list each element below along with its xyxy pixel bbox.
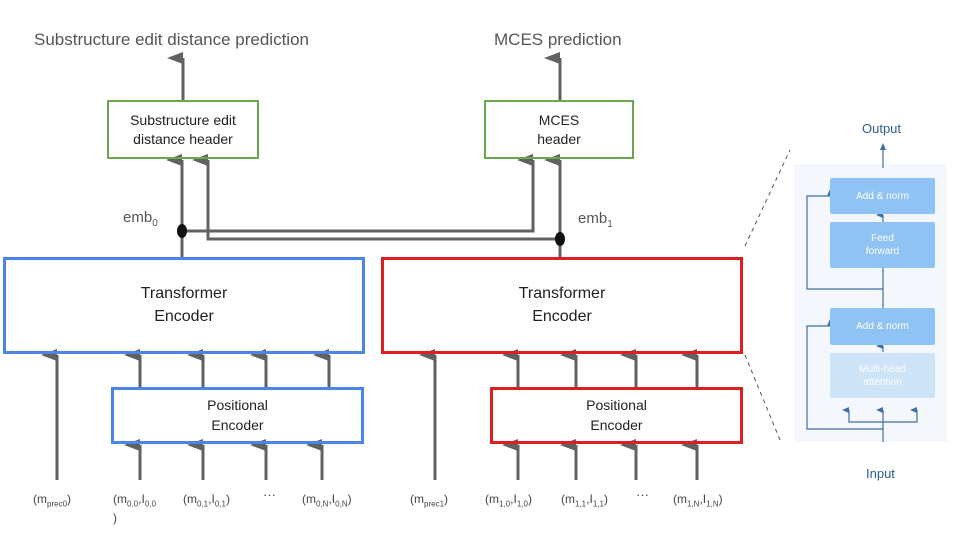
line-emb0-to-right-header: [182, 154, 535, 233]
zoom-line-bottom: [744, 354, 781, 441]
input-m1N: (m1,N,I1,N): [673, 492, 723, 509]
ellipsis-left: ···: [263, 487, 276, 502]
panel-output-arrow: [880, 143, 886, 168]
zoom-line-top: [744, 149, 791, 247]
input-m01: (m0,1,I0,1): [183, 492, 230, 509]
transformer-encoder-left: Transformer Encoder: [3, 257, 365, 354]
right-prediction-title: MCES prediction: [494, 30, 622, 49]
substructure-edit-distance-header: Substructure edit distance header: [107, 100, 259, 159]
panel-add-norm-bottom: Add & norm: [830, 308, 935, 345]
emb0-dot: [177, 224, 187, 238]
emb0-label: emb0: [123, 209, 158, 229]
input-m00-wrap: ): [113, 511, 117, 525]
input-mprec1: (mprec1): [410, 492, 449, 509]
emb1-label: emb1: [578, 210, 613, 230]
panel-add-norm-top: Add & norm: [830, 178, 935, 214]
panel-input-label: Input: [866, 466, 895, 481]
emb1-dot: [555, 232, 565, 246]
panel-output-label: Output: [862, 121, 902, 136]
panel-feed-forward: Feed forward: [830, 222, 935, 268]
line-emb1-to-left-header: [192, 154, 560, 241]
left-prediction-title: Substructure edit distance prediction: [34, 30, 309, 49]
panel-multi-head-attention: Multi-head attention: [830, 353, 935, 398]
input-mprec0: (mprec0): [33, 492, 72, 509]
input-m0N: (m0,N,I0,N): [302, 492, 352, 509]
transformer-encoder-right: Transformer Encoder: [381, 257, 743, 354]
transformer-detail-panel: Add & norm Feed forward Add & norm Multi-…: [794, 164, 947, 442]
panel-lines: [806, 189, 918, 442]
input-m10: (m1,0,I1,0): [485, 492, 532, 509]
input-m00: (m0,0,I0,0: [113, 492, 156, 509]
positional-encoder-right: Positional Encoder: [490, 387, 743, 444]
mces-header: MCES header: [484, 100, 634, 159]
input-m11: (m1,1,I1,1): [561, 492, 608, 509]
ellipsis-right: ···: [636, 487, 649, 502]
positional-encoder-left: Positional Encoder: [111, 387, 364, 444]
